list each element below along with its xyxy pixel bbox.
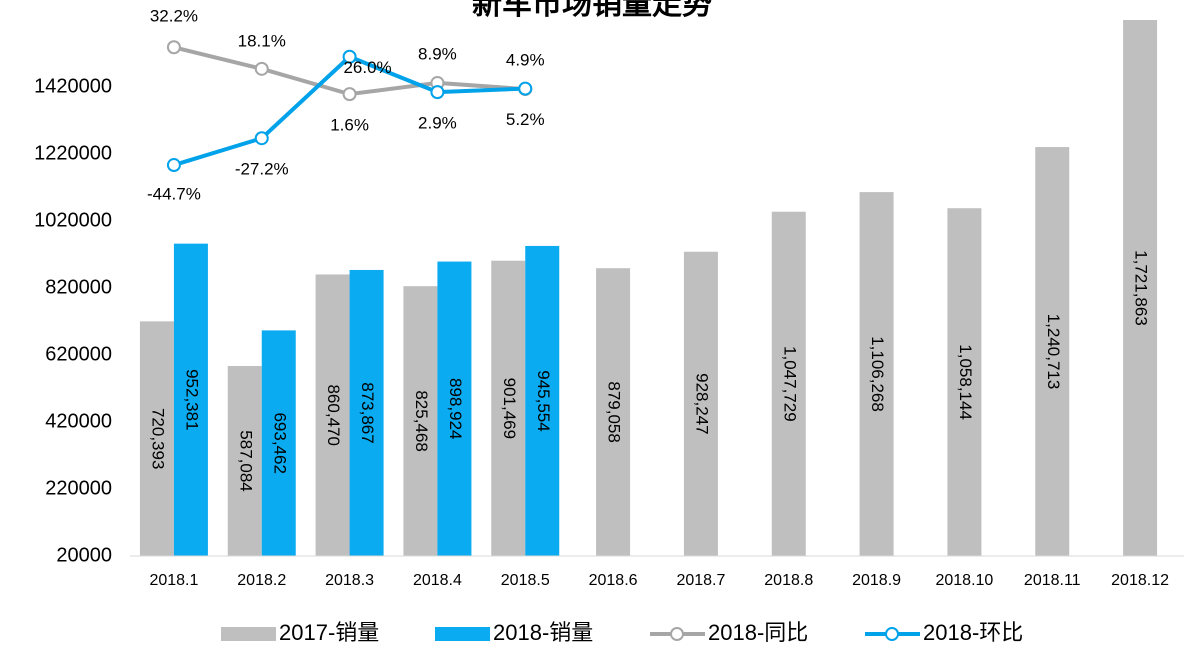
x-tick-label: 2018.10 <box>935 572 993 589</box>
line-value-label: 8.9% <box>418 44 457 63</box>
line-value-label: 1.6% <box>330 116 369 135</box>
y-tick-label: 420000 <box>45 410 112 432</box>
x-tick-label: 2018.7 <box>676 572 725 589</box>
y-tick-label: 1220000 <box>34 142 112 164</box>
legend-swatch <box>221 627 276 641</box>
bar <box>947 208 982 556</box>
bar-value-label: 720,393 <box>148 408 167 469</box>
bar-value-label: 1,240,713 <box>1044 314 1063 390</box>
y-tick-label: 1420000 <box>34 75 112 97</box>
line-value-label: -27.2% <box>235 160 289 179</box>
bar <box>525 245 560 556</box>
x-tick-label: 2018.8 <box>764 572 813 589</box>
bar-value-label: 901,469 <box>500 378 519 439</box>
bar <box>173 243 208 556</box>
legend-marker <box>885 627 899 641</box>
bar <box>261 330 296 556</box>
line-point <box>342 87 357 102</box>
line-value-label: 5.2% <box>506 110 545 129</box>
line-point <box>518 81 533 96</box>
bar-value-label: 945,554 <box>534 370 553 431</box>
bar <box>227 366 262 556</box>
x-tick-label: 2018.4 <box>413 572 462 589</box>
bar <box>596 268 631 556</box>
legend-label: 2017-销量 <box>279 620 379 645</box>
bar <box>403 286 438 556</box>
y-tick-label: 820000 <box>45 276 112 298</box>
bar-value-label: 928,247 <box>692 373 711 434</box>
line-value-label: 2.9% <box>418 114 457 133</box>
line-point <box>430 85 445 100</box>
bar <box>491 260 526 556</box>
line-point <box>342 49 357 64</box>
y-tick-label: 220000 <box>45 477 112 499</box>
bar-value-label: 587,084 <box>236 430 255 491</box>
bar-value-label: 873,867 <box>358 382 377 443</box>
legend-label: 2018-同比 <box>708 620 808 645</box>
line-value-label: 18.1% <box>238 31 286 50</box>
legend-swatch <box>435 627 490 641</box>
y-tick-label: 620000 <box>45 343 112 365</box>
legend-label: 2018-销量 <box>493 620 593 645</box>
line-point <box>254 61 269 76</box>
x-tick-label: 2018.3 <box>325 572 374 589</box>
legend-label: 2018-环比 <box>923 620 1023 645</box>
x-tick-label: 2018.12 <box>1111 572 1169 589</box>
x-tick-label: 2018.2 <box>237 572 286 589</box>
y-tick-label: 1020000 <box>34 209 112 231</box>
x-tick-label: 2018.5 <box>501 572 550 589</box>
bar <box>771 211 806 556</box>
line-value-label: 4.9% <box>506 51 545 70</box>
x-tick-label: 2018.9 <box>852 572 901 589</box>
line-point <box>166 40 181 55</box>
bar-value-label: 898,924 <box>446 378 465 439</box>
bar <box>1123 20 1158 556</box>
line-point <box>166 158 181 173</box>
x-tick-label: 2018.1 <box>149 572 198 589</box>
line-value-label: 26.0% <box>343 58 391 77</box>
bar <box>1035 147 1070 556</box>
x-tick-label: 2018.11 <box>1024 572 1081 589</box>
plot-area <box>139 20 1158 556</box>
bar-value-label: 1,047,729 <box>780 346 799 422</box>
bar-value-label: 825,468 <box>412 390 431 451</box>
bar <box>315 274 350 556</box>
bar-value-label: 693,462 <box>270 412 289 473</box>
bar <box>349 269 384 556</box>
bar <box>139 321 174 556</box>
bar-value-label: 1,058,144 <box>956 344 975 420</box>
x-tick-label: 2018.6 <box>589 572 638 589</box>
bar-value-label: 860,470 <box>324 384 343 445</box>
line-point <box>254 131 269 146</box>
bar-value-label: 1,106,268 <box>868 336 887 412</box>
y-tick-label: 20000 <box>56 544 112 566</box>
line-value-label: 32.2% <box>150 7 198 26</box>
line-value-label: -44.7% <box>147 185 201 204</box>
bar <box>437 261 472 556</box>
chart-title: 新车市场销量走势 <box>472 0 712 21</box>
bar <box>683 251 718 556</box>
bar <box>859 192 894 556</box>
bar-value-label: 1,721,863 <box>1132 250 1151 326</box>
bar-value-label: 879,058 <box>605 381 624 442</box>
legend-marker <box>670 627 684 641</box>
bar-value-label: 952,381 <box>182 369 201 430</box>
